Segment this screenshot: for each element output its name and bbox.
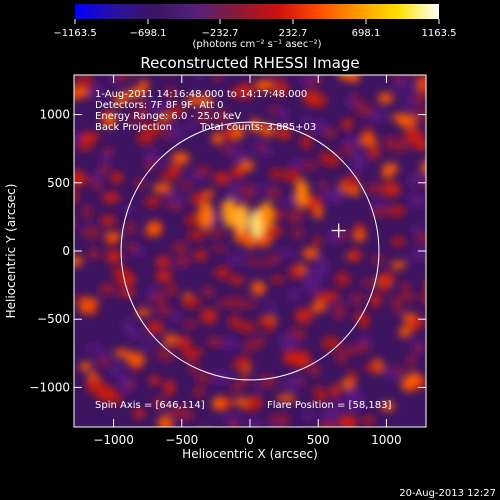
flare-marker-icon xyxy=(331,223,346,238)
colorbar-tick-label: −232.7 xyxy=(201,28,238,39)
x-tick-label: −1000 xyxy=(93,433,134,447)
colorbar-tick-label: 698.1 xyxy=(352,28,381,39)
x-tick-label: 500 xyxy=(307,433,330,447)
colorbar: −1163.5 −698.1 −232.7 232.7 698.1 1163.5 (pho… xyxy=(53,4,457,50)
annotation-energy-range: Energy Range: 6.0 - 25.0 keV xyxy=(95,111,241,122)
spin-axis-label: Spin Axis = [646,114] xyxy=(95,400,205,411)
annotation-detectors: Detectors: 7F 8F 9F, Att 0 xyxy=(95,100,223,111)
x-tick-label: 0 xyxy=(246,433,254,447)
annotation-time-range: 1-Aug-2011 14:16:48.000 to 14:17:48.000 xyxy=(95,89,307,100)
annotation-method: Back Projection xyxy=(95,122,172,133)
annotation-total-counts: Total counts: 3.885+03 xyxy=(199,122,316,133)
x-tick-label: −500 xyxy=(165,433,198,447)
plot-area: −1000 −500 0 500 1000 −1000 −500 0 500 1000 xyxy=(29,74,427,447)
colorbar-unit-label: (photons cm⁻² s⁻¹ asec⁻²) xyxy=(192,39,321,50)
solar-limb-circle xyxy=(120,121,380,381)
y-tick-label: −500 xyxy=(37,312,70,326)
y-tick-label: 500 xyxy=(47,176,70,190)
timestamp: 20-Aug-2013 12:27 xyxy=(399,488,496,499)
chart-title: Reconstructed RHESSI Image xyxy=(140,54,359,72)
annotation-block: 1-Aug-2011 14:16:48.000 to 14:17:48.000D… xyxy=(95,89,316,133)
colorbar-tick-label: 1163.5 xyxy=(422,28,457,39)
y-tick-label: 1000 xyxy=(39,108,70,122)
y-axis-label: Heliocentric Y (arcsec) xyxy=(4,184,18,319)
y-tick-label: −1000 xyxy=(29,380,70,394)
colorbar-bar xyxy=(75,4,439,19)
y-tick-label: 0 xyxy=(62,244,70,258)
colorbar-tick-label: 232.7 xyxy=(279,28,308,39)
flare-position-label: Flare Position = [58,183] xyxy=(267,400,391,411)
x-tick-label: 1000 xyxy=(371,433,402,447)
heatmap-image xyxy=(74,75,426,427)
colorbar-tick-label: −1163.5 xyxy=(53,28,96,39)
x-axis-label: Heliocentric X (arcsec) xyxy=(182,447,318,461)
colorbar-tick-label: −698.1 xyxy=(129,28,166,39)
